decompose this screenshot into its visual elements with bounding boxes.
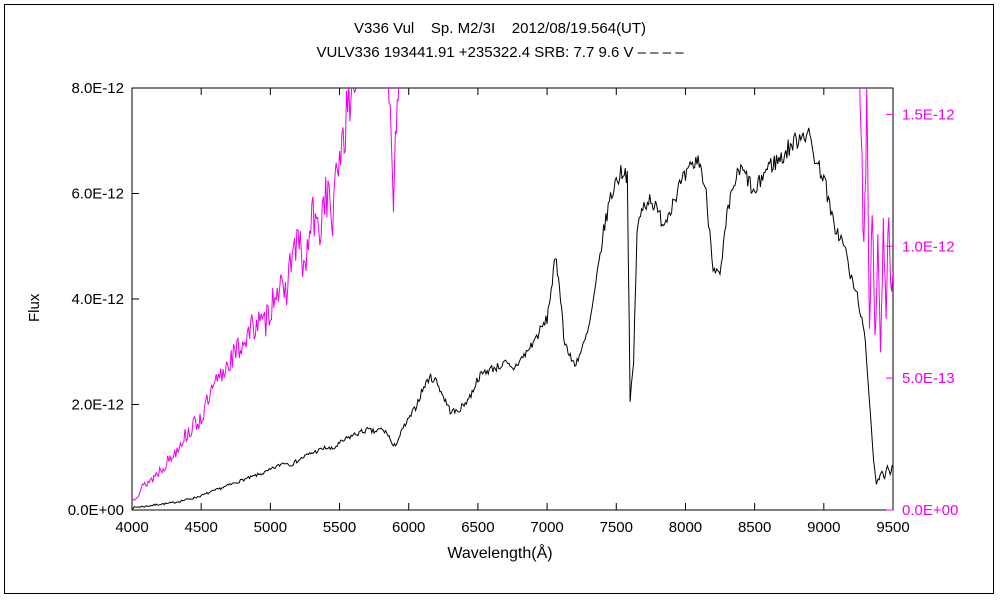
x-tick-label: 8000 [669, 519, 702, 536]
left-tick-label: 6.0E-12 [71, 186, 124, 203]
x-tick-label: 9000 [807, 519, 840, 536]
left-tick-label: 4.0E-12 [71, 291, 124, 308]
left-tick-label: 8.0E-12 [71, 80, 124, 97]
x-tick-label: 6500 [461, 519, 494, 536]
x-tick-label: 4000 [115, 519, 148, 536]
left-tick-label: 0.0E+00 [68, 502, 124, 519]
x-tick-label: 6000 [392, 519, 425, 536]
figure-border [4, 4, 994, 594]
axis-ticks [131, 87, 894, 511]
x-tick-label: 8500 [738, 519, 771, 536]
x-tick-label: 7000 [530, 519, 563, 536]
y-axis-label: Flux [26, 293, 43, 322]
spectrum-line-black [132, 127, 893, 510]
x-tick-label: 5000 [254, 519, 287, 536]
x-tick-label: 5500 [323, 519, 356, 536]
right-tick-label: 5.0E-13 [902, 370, 955, 387]
x-tick-label: 9500 [876, 519, 909, 536]
chart-title: V336 Vul Sp. M2/3I 2012/08/19.564(UT) [353, 20, 647, 37]
right-tick-label: 1.0E-12 [902, 238, 955, 255]
x-axis-label: Wavelength(Å) [447, 545, 553, 562]
chart-subtitle: VULV336 193441.91 +235322.4 SRB: 7.7 9.6… [316, 44, 684, 61]
axis-tick-labels: 4000 4500 5000 5500 6000 6500 7000 7500 8000 8500… [68, 80, 959, 536]
spectrum-line-magenta [132, 88, 893, 501]
left-tick-label: 2.0E-12 [71, 397, 124, 414]
right-tick-label: 0.0E+00 [902, 502, 958, 519]
right-tick-label: 1.5E-12 [902, 106, 955, 123]
x-tick-label: 7500 [600, 519, 633, 536]
plot-border [131, 87, 894, 511]
x-tick-label: 4500 [184, 519, 217, 536]
